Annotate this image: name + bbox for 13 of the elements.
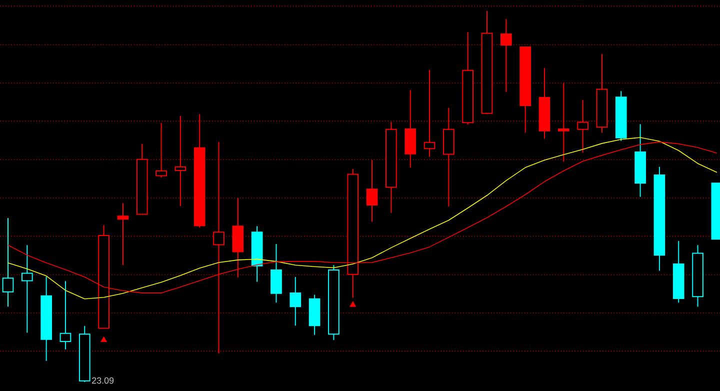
candlestick (290, 276, 302, 326)
candlestick (270, 243, 282, 304)
candlestick (366, 160, 378, 222)
candlestick (156, 122, 167, 178)
candlestick (60, 280, 72, 350)
candlestick (117, 202, 129, 266)
candlestick (500, 18, 512, 92)
annotation: 23.09 (92, 377, 114, 384)
candlestick (174, 115, 186, 207)
candlestick (21, 244, 33, 334)
candlestick (424, 69, 436, 158)
candlestick (558, 82, 570, 162)
candlestick (577, 100, 588, 154)
